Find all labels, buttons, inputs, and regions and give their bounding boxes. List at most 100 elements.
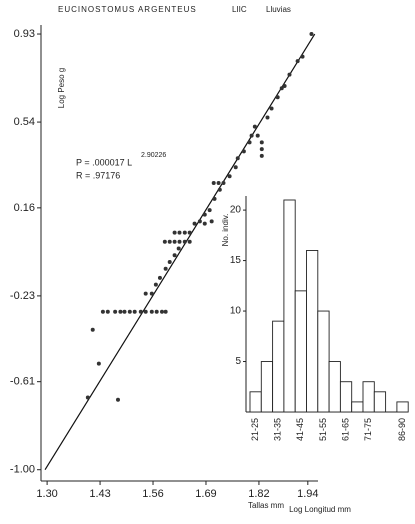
correlation-label: R = .97176 xyxy=(76,170,120,180)
data-point xyxy=(255,133,260,138)
data-point xyxy=(182,230,187,235)
data-point xyxy=(90,327,95,332)
x-tick-label: 1.30 xyxy=(36,488,57,500)
chart-title: EUCINOSTOMUS ARGENTEUS xyxy=(58,5,197,14)
bar xyxy=(272,320,285,413)
bar xyxy=(396,401,409,413)
data-point xyxy=(300,54,305,59)
header-label: Lluvias xyxy=(266,5,291,14)
data-point xyxy=(252,124,257,129)
data-point xyxy=(167,260,172,265)
data-point xyxy=(96,361,101,366)
data-point xyxy=(132,309,137,314)
data-point xyxy=(187,239,192,244)
data-point xyxy=(122,309,127,314)
x-axis-label: Log Longitud mm xyxy=(289,505,351,514)
bar xyxy=(283,199,296,413)
bar xyxy=(362,381,375,413)
bar xyxy=(317,310,330,413)
bar xyxy=(306,250,319,413)
data-point xyxy=(100,309,105,314)
bar xyxy=(351,401,364,413)
fit-line xyxy=(44,33,316,471)
x-tick-label: 1.94 xyxy=(297,488,318,500)
inset-y-tick-label: 20 xyxy=(230,205,242,216)
data-point xyxy=(259,153,264,158)
data-point xyxy=(172,230,177,235)
data-point xyxy=(227,174,232,179)
data-point xyxy=(207,208,212,213)
data-point xyxy=(115,397,120,402)
x-tick-label: 1.43 xyxy=(89,488,110,500)
data-point xyxy=(159,309,164,314)
bar xyxy=(373,391,387,413)
data-point xyxy=(149,309,154,314)
data-point xyxy=(162,239,167,244)
data-point xyxy=(157,275,162,280)
data-point xyxy=(197,219,202,224)
inset-x-tick-label: 86-90 xyxy=(397,418,407,441)
y-tick-label: 0.16 xyxy=(14,202,35,214)
data-point xyxy=(163,309,168,314)
data-point xyxy=(192,221,197,226)
equation: P = .000017 L xyxy=(76,157,132,167)
data-point xyxy=(269,106,274,111)
bar xyxy=(294,290,307,413)
bar xyxy=(260,361,274,413)
data-point xyxy=(154,309,159,314)
y-tick-label: 0.93 xyxy=(14,28,35,40)
data-point xyxy=(295,59,300,64)
data-point xyxy=(127,309,132,314)
data-point xyxy=(138,309,143,314)
inset-x-tick-label: 71-75 xyxy=(363,418,373,441)
data-point xyxy=(202,221,207,226)
data-point xyxy=(85,395,90,400)
data-point xyxy=(167,239,172,244)
inset-x-tick-label: 51-55 xyxy=(318,418,328,441)
bar xyxy=(339,381,353,413)
data-point xyxy=(149,291,154,296)
equation-exponent: 2.90226 xyxy=(141,152,166,159)
data-point xyxy=(287,72,292,77)
x-tick-label: 1.69 xyxy=(195,488,216,500)
data-point xyxy=(209,219,214,224)
inset-y-tick-label: 10 xyxy=(230,306,242,317)
data-point xyxy=(163,266,168,271)
data-point xyxy=(143,309,148,314)
inset-x-tick-label: 41-45 xyxy=(295,418,305,441)
data-point xyxy=(177,239,182,244)
y-tick-label: 0.54 xyxy=(14,116,35,128)
data-point xyxy=(202,212,207,217)
inset-x-tick-label: 31-35 xyxy=(273,418,283,441)
data-point xyxy=(143,291,148,296)
data-point xyxy=(113,309,118,314)
data-point xyxy=(279,86,284,91)
data-point xyxy=(275,95,280,100)
inset-y-label: No. indiv. xyxy=(221,214,230,247)
data-point xyxy=(247,140,252,145)
y-tick-label: -1.00 xyxy=(10,464,35,476)
x-tick-label: 1.82 xyxy=(248,488,269,500)
data-point xyxy=(217,187,222,192)
data-point xyxy=(105,309,110,314)
data-point xyxy=(177,230,182,235)
x-tick-label: 1.56 xyxy=(142,488,163,500)
y-tick-label: -0.61 xyxy=(10,376,35,388)
data-point xyxy=(172,239,177,244)
data-point xyxy=(187,230,192,235)
data-point xyxy=(233,165,238,170)
bar xyxy=(328,361,341,413)
data-point xyxy=(265,115,270,120)
data-point xyxy=(211,181,216,186)
data-point xyxy=(221,181,226,186)
data-point xyxy=(282,83,287,88)
inset-y-tick-label: 15 xyxy=(230,255,242,266)
inset-x-label: Tallas mm xyxy=(248,501,284,510)
inset-y-tick-label: 5 xyxy=(235,356,241,367)
data-point xyxy=(182,239,187,244)
inset-x-tick-label: 21-25 xyxy=(250,418,260,441)
data-point xyxy=(249,133,254,138)
data-point xyxy=(259,147,264,152)
